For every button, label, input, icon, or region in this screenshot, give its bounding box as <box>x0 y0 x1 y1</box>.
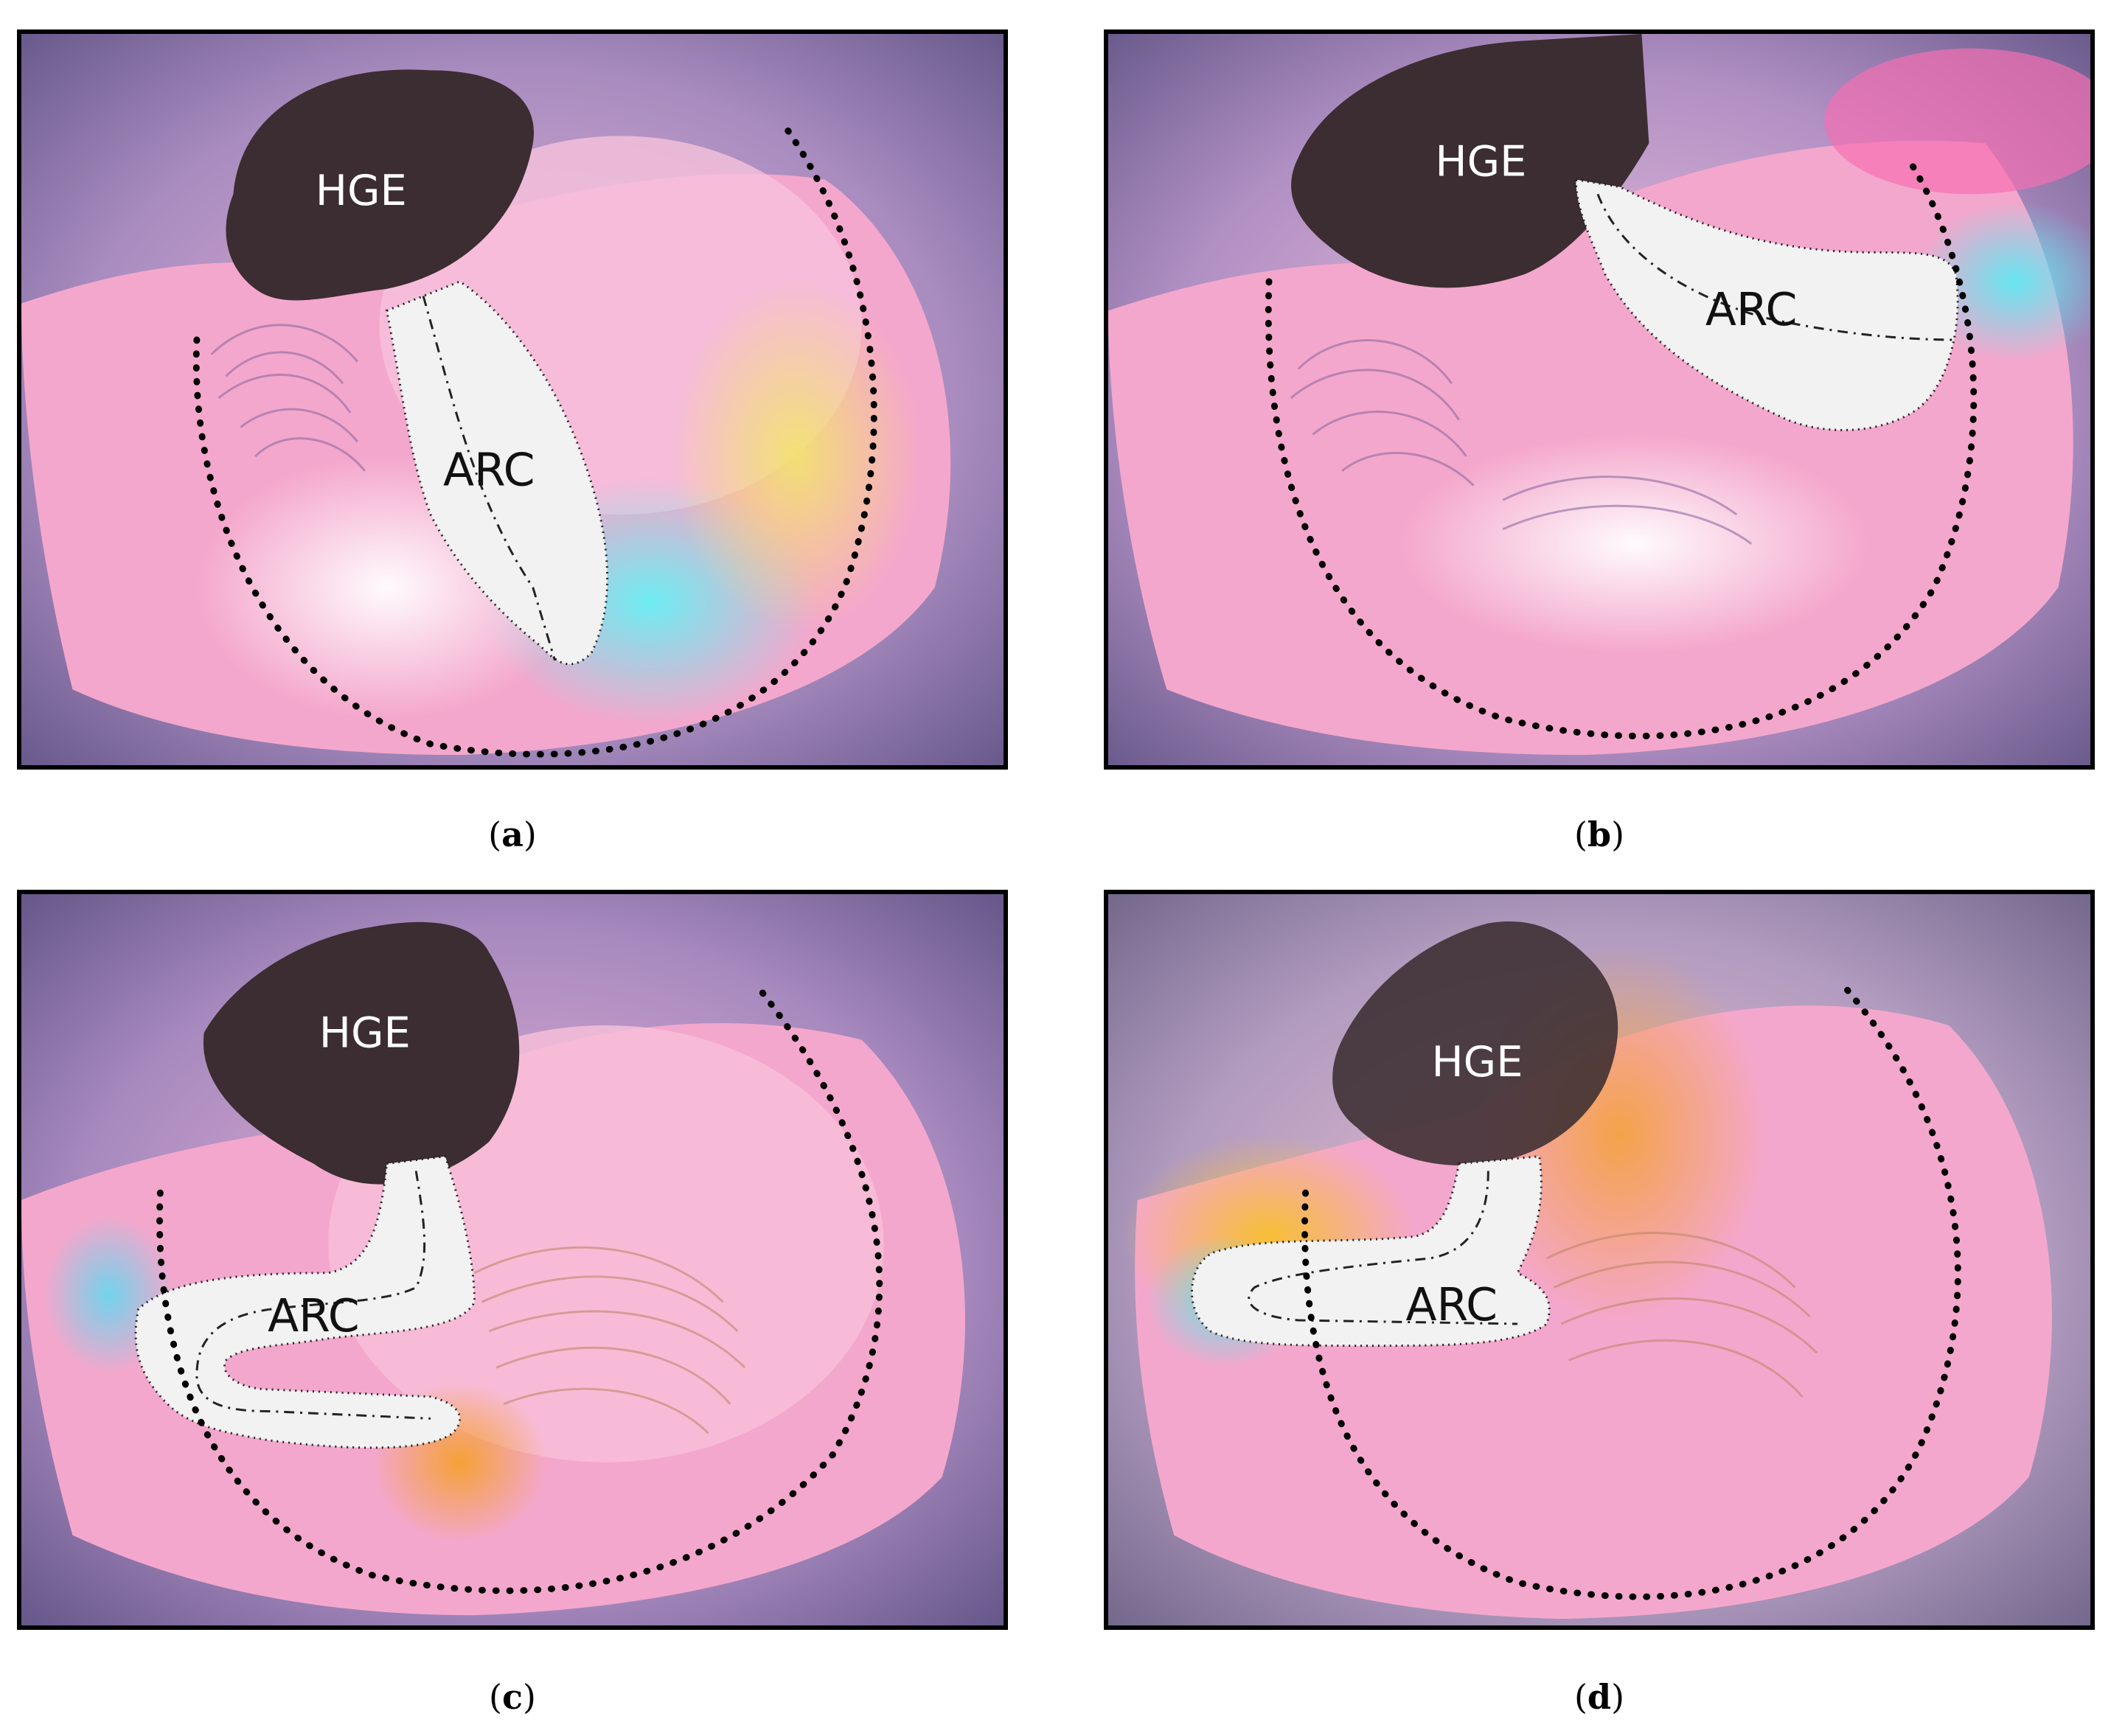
mucosal-folds <box>1290 339 1753 545</box>
hge-device <box>226 69 534 301</box>
endoscopic-image-panel-d: HGE ARC <box>1104 890 2095 1630</box>
endoscopic-image-panel-a: HGE ARC <box>17 29 1008 770</box>
mucosal-folds <box>210 324 366 472</box>
mucosal-folds <box>1545 1232 1818 1398</box>
yellow-glow <box>672 281 921 632</box>
mucosal-folds <box>473 1246 746 1435</box>
endoscopic-image-panel-b: HGE ARC <box>1104 29 2095 770</box>
arc-label: ARC <box>443 445 535 497</box>
arc-region <box>134 1155 476 1449</box>
hge-device <box>203 921 520 1185</box>
caption-c: (c) <box>489 1677 536 1717</box>
hge-device <box>1291 34 1649 288</box>
panel-c-graphic: HGE ARC <box>21 894 1004 1625</box>
hge-label: HGE <box>1431 1037 1523 1087</box>
caption-b: (b) <box>1573 815 1625 854</box>
panel-b-graphic: HGE ARC <box>1108 34 2090 765</box>
arc-region <box>1574 178 1959 431</box>
panel-a-graphic: HGE ARC <box>21 34 1004 765</box>
arc-label: ARC <box>1705 284 1798 336</box>
pink-glow <box>1824 48 2090 195</box>
arc-label: ARC <box>1406 1279 1498 1331</box>
panel-d-graphic: HGE ARC <box>1108 894 2090 1625</box>
endoscopic-image-panel-c: HGE ARC <box>17 890 1008 1630</box>
hge-label: HGE <box>319 1008 411 1058</box>
arc-region <box>1191 1155 1551 1348</box>
dotted-outline <box>1265 161 1978 739</box>
hge-device <box>1332 921 1618 1166</box>
hge-label: HGE <box>1435 137 1526 187</box>
hge-label: HGE <box>316 166 407 215</box>
caption-a: (a) <box>488 815 537 854</box>
white-glare <box>1400 434 1868 653</box>
arc-region <box>385 280 609 666</box>
arc-centerline <box>1248 1171 1518 1325</box>
dotted-outline <box>1301 986 1961 1600</box>
arc-label: ARC <box>268 1290 360 1342</box>
arc-centerline <box>195 1171 431 1420</box>
caption-d: (d) <box>1573 1677 1625 1717</box>
